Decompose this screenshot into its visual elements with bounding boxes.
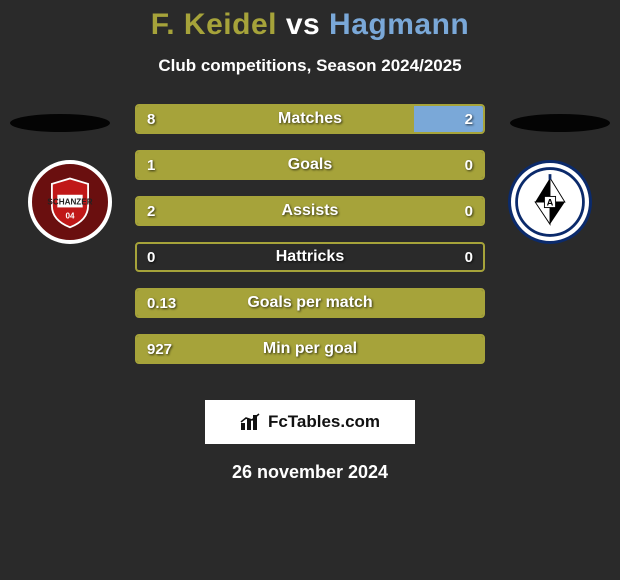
stat-row: 1Goals0 (135, 150, 485, 180)
stat-row: 0.13Goals per match (135, 288, 485, 318)
fctables-chart-icon (240, 413, 262, 431)
stat-label: Min per goal (137, 340, 483, 358)
badge-right-letter: A (547, 198, 554, 208)
stat-value-right: 0 (465, 157, 473, 174)
fctables-logo: FcTables.com (205, 400, 415, 444)
bielefeld-crest-svg: A (511, 160, 589, 244)
stat-row: 8Matches2 (135, 104, 485, 134)
stat-value-right: 0 (465, 249, 473, 266)
stat-value-right: 0 (465, 203, 473, 220)
fctables-logo-text: FcTables.com (268, 412, 380, 432)
stat-row: 0Hattricks0 (135, 242, 485, 272)
stat-row: 2Assists0 (135, 196, 485, 226)
player2-shadow-ellipse (510, 114, 610, 132)
main-area: SCHANZER 04 A 8Matches21Goals02Ass (0, 104, 620, 394)
comparison-card: F. Keidel vs Hagmann Club competitions, … (0, 0, 620, 483)
player2-name: Hagmann (329, 8, 469, 41)
player1-shadow-ellipse (10, 114, 110, 132)
bielefeld-badge-icon: A (508, 160, 592, 244)
player1-name: F. Keidel (151, 8, 277, 41)
ingolstadt-badge-icon: SCHANZER 04 (28, 160, 112, 244)
ingolstadt-crest-svg: SCHANZER 04 (32, 160, 108, 244)
stat-value-right: 2 (465, 111, 473, 128)
stat-label: Matches (137, 110, 483, 128)
stat-label: Goals (137, 156, 483, 174)
stat-label: Goals per match (137, 294, 483, 312)
page-title: F. Keidel vs Hagmann (0, 8, 620, 42)
badge-left-number: 04 (65, 211, 75, 220)
stat-row: 927Min per goal (135, 334, 485, 364)
date-text: 26 november 2024 (0, 462, 620, 483)
stats-bars: 8Matches21Goals02Assists00Hattricks00.13… (135, 104, 485, 380)
stat-label: Assists (137, 202, 483, 220)
club-badge-left: SCHANZER 04 (28, 160, 112, 244)
vs-text: vs (286, 8, 320, 41)
stat-label: Hattricks (137, 248, 483, 266)
club-badge-right: A (508, 160, 592, 244)
badge-left-text: SCHANZER (47, 198, 92, 207)
subtitle: Club competitions, Season 2024/2025 (0, 56, 620, 76)
